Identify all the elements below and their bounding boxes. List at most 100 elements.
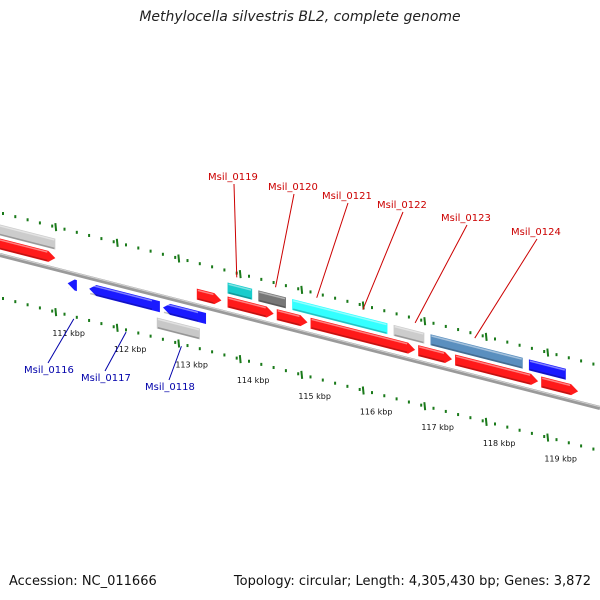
backbone-line	[0, 253, 600, 410]
lower-tick-dot	[2, 297, 4, 301]
top-feature	[430, 334, 523, 369]
gene-label: Msil_0117	[81, 373, 131, 384]
major-tick	[115, 238, 119, 247]
lower-tick-dot	[321, 378, 324, 382]
top-feature-shine	[292, 300, 387, 326]
top-feature-shine	[431, 335, 522, 360]
reverse-grey-feature-shine	[157, 318, 200, 331]
reverse-cds-shade	[163, 311, 199, 322]
major-tick	[423, 317, 427, 326]
lower-tick-dot	[371, 391, 373, 395]
tick-label: 113 kbp	[175, 360, 208, 369]
top-feature-shine	[0, 225, 55, 241]
top-feature	[0, 224, 56, 250]
upper-tick-dot	[174, 255, 177, 259]
forward-cds-shine	[455, 355, 531, 376]
major-tick	[177, 254, 181, 263]
top-feature	[528, 359, 566, 380]
upper-tick-dot	[543, 350, 546, 354]
gene-leader-line	[316, 202, 349, 298]
reverse-cds	[67, 279, 77, 292]
lower-tick-dot	[444, 409, 447, 413]
lower-tick-dot	[174, 340, 177, 344]
gene-leader-line	[414, 224, 468, 324]
top-feature-shine	[259, 291, 286, 300]
upper-tick-dot	[248, 274, 250, 278]
gene-label: Msil_0118	[145, 382, 195, 393]
lower-tick-dot	[63, 312, 66, 316]
gene-label: Msil_0124	[511, 227, 561, 238]
lower-tick-dot	[567, 441, 570, 445]
major-tick	[54, 223, 58, 232]
upper-tick-dot	[125, 243, 127, 247]
lower-tick-dot	[481, 419, 484, 423]
major-tick	[54, 308, 58, 317]
lower-tick-dot	[457, 413, 460, 417]
gene-leader-line	[474, 238, 538, 339]
lower-tick-dot	[383, 394, 386, 398]
lower-tick-dot	[432, 406, 435, 410]
forward-cds-shade	[542, 386, 571, 395]
upper-tick-dot	[506, 340, 509, 344]
top-feature-shade	[228, 292, 252, 300]
forward-cds-shade	[455, 364, 531, 385]
major-tick	[238, 355, 242, 364]
reverse-grey-feature-shade	[157, 327, 200, 339]
gene-leader-line	[104, 331, 127, 372]
upper-tick-dot	[567, 356, 570, 360]
lower-tick-dot	[211, 350, 214, 354]
upper-tick-dot	[75, 230, 78, 234]
lower-tick-dot	[420, 403, 423, 407]
major-tick	[423, 402, 427, 411]
gene-labels: Msil_0119 Msil_0120 Msil_0121 Msil_0122 Msil…	[24, 172, 561, 393]
forward-cds-shine	[542, 377, 571, 387]
major-tick	[300, 285, 304, 294]
top-feature	[393, 324, 425, 344]
upper-tick-dot	[518, 343, 521, 347]
gene-leader-line	[47, 318, 75, 364]
forward-cds	[0, 238, 56, 262]
tick-label: 115 kbp	[298, 392, 331, 401]
upper-tick-dot	[383, 309, 386, 313]
lower-tick-dot	[358, 387, 361, 391]
tick-label: 119 kbp	[544, 455, 577, 464]
top-feature	[258, 290, 286, 309]
major-tick	[238, 270, 242, 279]
top-feature-shine	[394, 325, 424, 335]
major-tick	[300, 370, 304, 379]
lower-tick-dot	[100, 322, 103, 326]
forward-cds-shade	[228, 306, 266, 317]
lower-tick-dot	[284, 369, 287, 373]
gene-leader-line	[275, 193, 295, 288]
top-feature-shine	[529, 360, 565, 371]
lower-tick-dot	[125, 328, 127, 332]
major-tick	[484, 332, 488, 341]
forward-cds-shine	[197, 289, 214, 296]
lower-tick-dot	[395, 397, 398, 401]
upper-tick-dot	[309, 290, 312, 294]
major-tick	[484, 417, 488, 426]
lower-tick-dot	[494, 422, 496, 426]
major-tick	[177, 339, 181, 348]
forward-cds-shine	[277, 310, 300, 318]
reverse-cds	[162, 303, 207, 325]
tick-label: 112 kbp	[114, 345, 147, 354]
upper-tick-dot	[457, 328, 460, 332]
upper-tick-dot	[63, 227, 66, 231]
upper-tick-dot	[321, 293, 324, 297]
tick-label: 114 kbp	[237, 376, 270, 385]
forward-cds-shine	[228, 297, 266, 309]
forward-cds	[455, 354, 539, 385]
lower-tick-dot	[555, 438, 558, 442]
lower-tick-dot	[88, 318, 91, 322]
upper-tick-dot	[481, 334, 484, 338]
lower-tick-dot	[26, 303, 29, 307]
upper-tick-dot	[371, 306, 373, 310]
lower-tick-dot	[198, 347, 201, 351]
forward-cds	[541, 376, 579, 396]
top-feature-shade	[394, 334, 424, 344]
upper-tick-dot	[444, 324, 447, 328]
gene-label: Msil_0116	[24, 365, 74, 376]
forward-cds	[276, 309, 308, 327]
